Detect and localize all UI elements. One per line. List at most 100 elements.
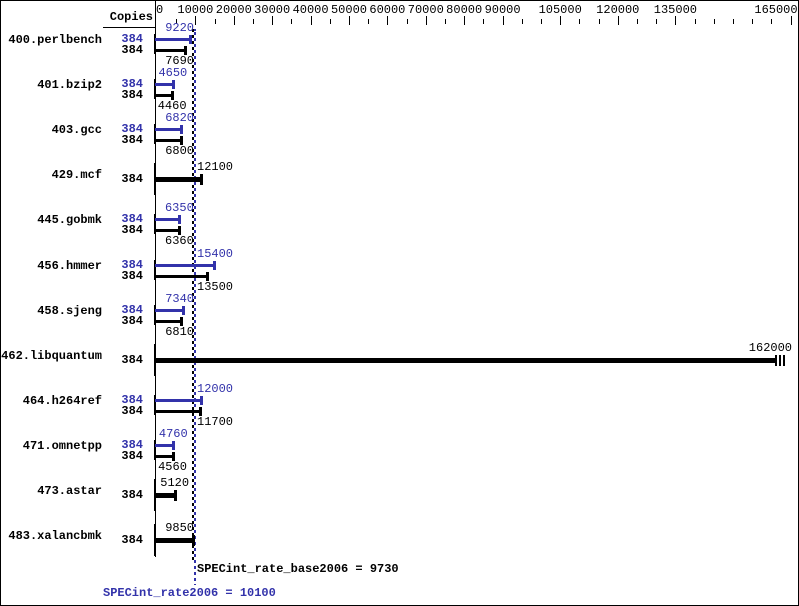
bar-value-label: 6350 <box>164 201 194 216</box>
bar-end-cap-base <box>205 271 209 281</box>
copies-value: 384 <box>121 403 143 418</box>
bar-base <box>155 357 777 363</box>
bar-value-label: 9850 <box>165 521 194 536</box>
copies-value: 384 <box>121 257 143 272</box>
benchmark-name: 445.gobmk <box>37 213 102 228</box>
copies-value: 384 <box>121 43 143 57</box>
bar-peak <box>155 308 184 312</box>
axis-tick <box>215 19 216 24</box>
bar-end-cap-base <box>180 136 184 146</box>
bar-clipped-hatch-icon <box>783 354 785 366</box>
bar-end-cap-base <box>191 535 195 547</box>
axis-label: 10000 <box>177 3 214 17</box>
group-bracket <box>154 394 156 415</box>
base-summary-text: SPECint_rate_base2006 = 9730 <box>197 562 399 576</box>
axis-label: 30000 <box>254 3 291 17</box>
bar-value-label: 4760 <box>158 426 188 441</box>
bar-end-cap-peak <box>189 35 193 44</box>
copies-value: 384 <box>121 172 143 187</box>
peak-mean-reference-line <box>194 29 196 585</box>
bar-end-cap-peak <box>182 305 186 315</box>
axis-tick <box>752 19 753 24</box>
axis-tick <box>483 19 484 24</box>
bar-end-cap-base <box>200 174 204 186</box>
copies-value: 384 <box>121 77 143 92</box>
axis-tick <box>656 19 657 24</box>
axis-tick <box>330 19 331 24</box>
copies-value: 384 <box>121 32 143 46</box>
axis-label: 20000 <box>215 3 252 17</box>
bar-end-cap-base <box>180 316 184 326</box>
benchmark-name: 400.perlbench <box>8 33 102 47</box>
group-bracket <box>154 259 156 280</box>
bar-peak <box>155 38 191 41</box>
bar-peak <box>155 83 173 87</box>
copies-value: 384 <box>121 437 143 452</box>
copies-value: 384 <box>121 133 143 148</box>
bar-base <box>155 319 182 323</box>
group-bracket <box>154 124 156 145</box>
axis-label: 60000 <box>369 3 406 17</box>
bar-value-label: 7340 <box>165 291 194 306</box>
axis-tick <box>791 16 792 25</box>
axis-tick <box>253 19 254 24</box>
bar-base <box>155 409 200 413</box>
copies-value: 384 <box>121 122 143 137</box>
bar-value-label: 13500 <box>197 279 234 294</box>
bar-end-cap-peak <box>172 440 176 450</box>
copies-column-header: Copies <box>109 10 153 24</box>
bar-value-label: 4560 <box>158 459 187 474</box>
bar-value-label: 15400 <box>197 246 234 261</box>
group-bracket <box>154 304 156 325</box>
bar-value-label: 6810 <box>165 324 194 339</box>
axis-label: 40000 <box>292 3 329 17</box>
bar-value-label: 11700 <box>197 414 234 429</box>
bar-peak <box>155 263 215 267</box>
bar-value-label: 6820 <box>165 111 194 126</box>
copies-value: 384 <box>121 352 143 367</box>
axis-tick <box>349 16 350 25</box>
axis-label: 70000 <box>407 3 444 17</box>
copies-value: 384 <box>121 488 143 502</box>
copies-value: 384 <box>121 88 143 103</box>
benchmark-name: 456.hmmer <box>37 258 102 273</box>
axis-tick <box>541 19 542 24</box>
bar-base <box>155 274 207 278</box>
bar-end-cap-peak <box>200 395 204 405</box>
bar-end-cap-base <box>178 226 182 236</box>
axis-tick <box>311 16 312 25</box>
axis-tick <box>445 19 446 24</box>
bar-base <box>155 229 180 233</box>
bar-end-cap-peak <box>213 260 217 270</box>
copies-value: 384 <box>121 223 143 238</box>
benchmark-name: 458.sjeng <box>37 303 102 318</box>
bar-value-label: 9220 <box>165 21 194 35</box>
benchmark-name: 462.libquantum <box>1 348 102 363</box>
copies-header-underline <box>103 27 156 28</box>
axis-tick <box>503 16 504 25</box>
axis-tick <box>560 16 561 25</box>
copies-value: 384 <box>121 302 143 317</box>
copies-value: 384 <box>121 533 143 548</box>
bar-clipped-hatch-icon <box>779 354 781 366</box>
bar-end-cap-peak <box>178 215 182 225</box>
axis-tick <box>234 16 235 25</box>
bar-base <box>155 49 185 52</box>
bar-value-label: 162000 <box>748 340 793 355</box>
base-mean-reference-line <box>192 29 194 562</box>
axis-tick <box>272 16 273 25</box>
copies-value: 384 <box>121 268 143 283</box>
axis-tick <box>426 16 427 25</box>
axis-label: 80000 <box>446 3 483 17</box>
bar-base <box>155 493 175 498</box>
axis-tick <box>618 16 619 25</box>
axis-tick <box>599 19 600 24</box>
benchmark-name: 401.bzip2 <box>37 78 102 93</box>
bar-end-cap-base <box>171 91 175 101</box>
benchmark-name: 403.gcc <box>51 123 102 138</box>
axis-label: 105000 <box>538 3 582 17</box>
bar-end-cap-base <box>198 406 202 416</box>
copies-value: 384 <box>121 313 143 328</box>
axis-label: 50000 <box>330 3 367 17</box>
